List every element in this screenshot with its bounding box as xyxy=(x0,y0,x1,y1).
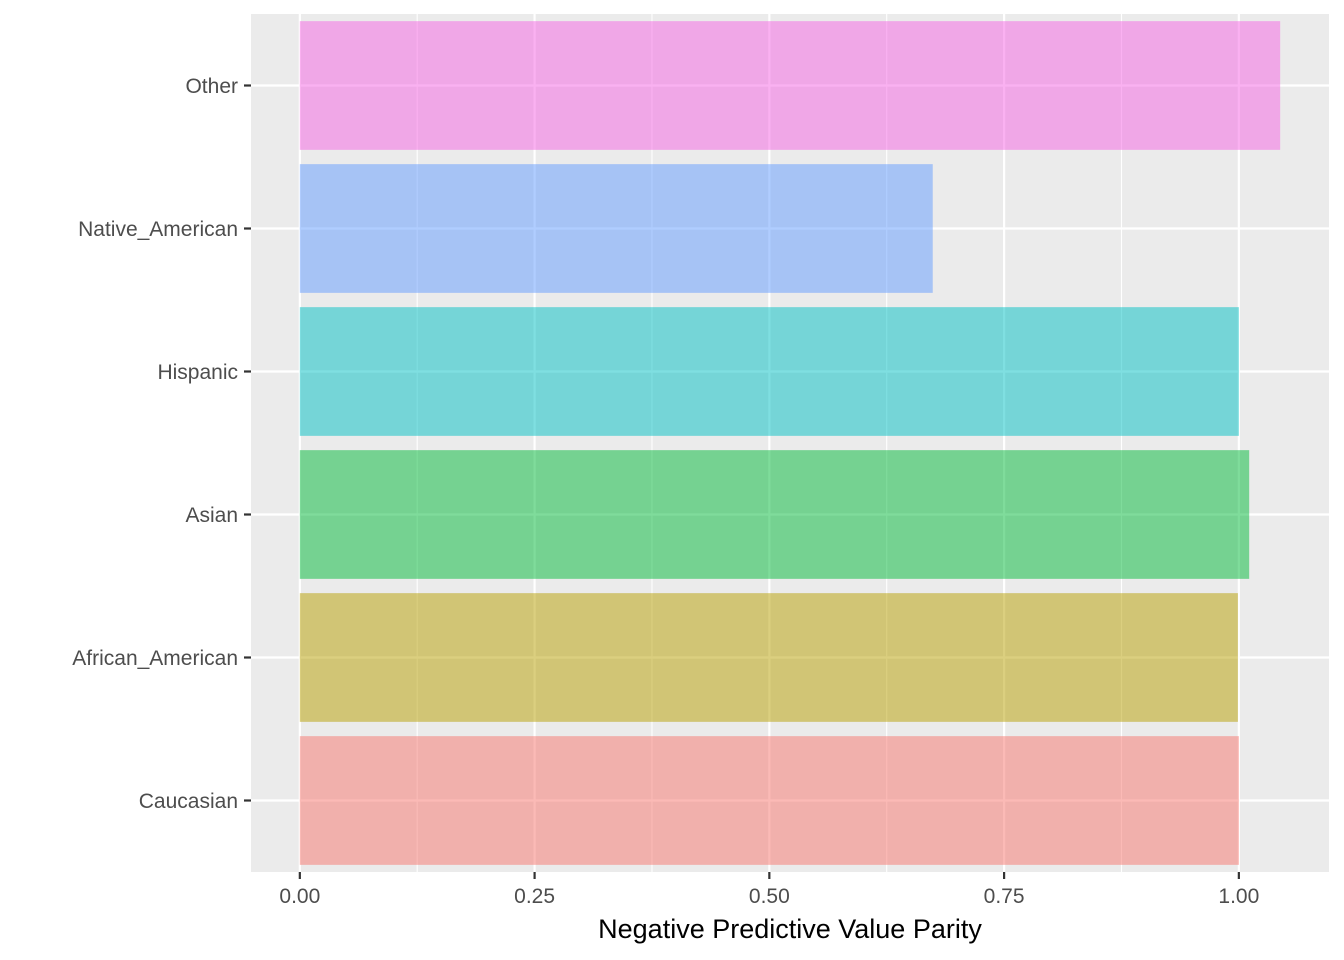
grid-minor xyxy=(416,14,1123,872)
bar-caucasian xyxy=(299,736,1239,865)
bars xyxy=(299,21,1281,865)
x-tick-label: 0.25 xyxy=(514,885,555,908)
x-axis: 0.00 0.25 0.50 0.75 1.00 xyxy=(279,872,1259,908)
x-tick-label: 1.00 xyxy=(1218,885,1259,908)
x-tick-label: 0.50 xyxy=(749,885,790,908)
y-axis: Caucasian African_American Asian Hispanic Na… xyxy=(72,75,251,813)
y-tick-label: Caucasian xyxy=(139,790,238,813)
y-tick-label: Hispanic xyxy=(157,361,238,384)
x-tick-label: 0.75 xyxy=(984,885,1025,908)
x-axis-title: Negative Predictive Value Parity xyxy=(598,914,982,944)
y-tick-label: Native_American xyxy=(78,218,238,241)
bar-african-american xyxy=(299,593,1238,722)
x-tick-label: 0.00 xyxy=(279,885,320,908)
bar-asian xyxy=(299,450,1250,579)
y-tick-label: Asian xyxy=(185,504,238,527)
plot-panel xyxy=(251,14,1329,872)
bar-hispanic xyxy=(299,307,1239,436)
y-tick-label: Other xyxy=(185,75,238,98)
bar-other xyxy=(299,21,1281,150)
y-tick-label: African_American xyxy=(72,647,238,670)
bar-native-american xyxy=(299,164,933,293)
